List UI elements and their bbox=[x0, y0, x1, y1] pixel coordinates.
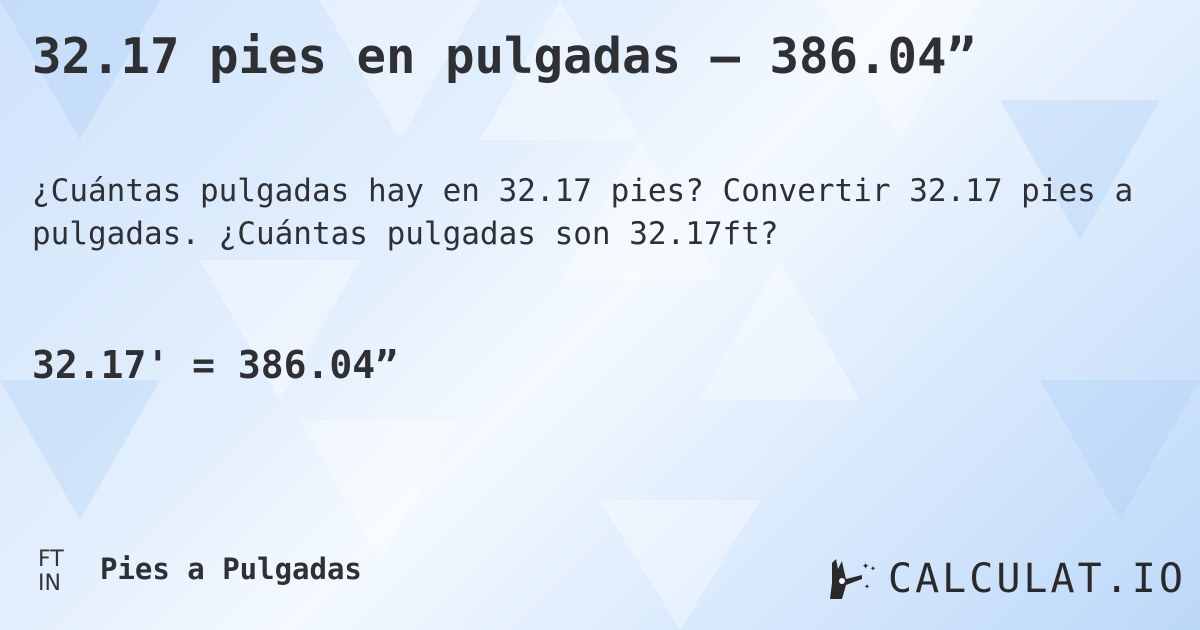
unit-to: IN bbox=[38, 571, 61, 596]
svg-text:✦: ✦ bbox=[870, 563, 876, 574]
conversion-result: 32.17' = 386.04” bbox=[32, 343, 399, 387]
category-label: Pies a Pulgadas bbox=[100, 552, 362, 586]
svg-text:✦: ✦ bbox=[864, 581, 870, 592]
unit-from: FT bbox=[38, 547, 64, 572]
units-icon: FT IN bbox=[38, 548, 64, 596]
page-title: 32.17 pies en pulgadas — 386.04” bbox=[32, 28, 977, 85]
svg-text:✦: ✦ bbox=[862, 558, 869, 572]
logo-text: CALCULAT.IO bbox=[888, 556, 1186, 602]
calculat-io-logo[interactable]: ✦ ✦ ✦ CALCULAT.IO bbox=[828, 556, 1186, 602]
magic-hand-icon: ✦ ✦ ✦ bbox=[830, 558, 876, 599]
description: ¿Cuántas pulgadas hay en 32.17 pies? Con… bbox=[32, 173, 1134, 252]
